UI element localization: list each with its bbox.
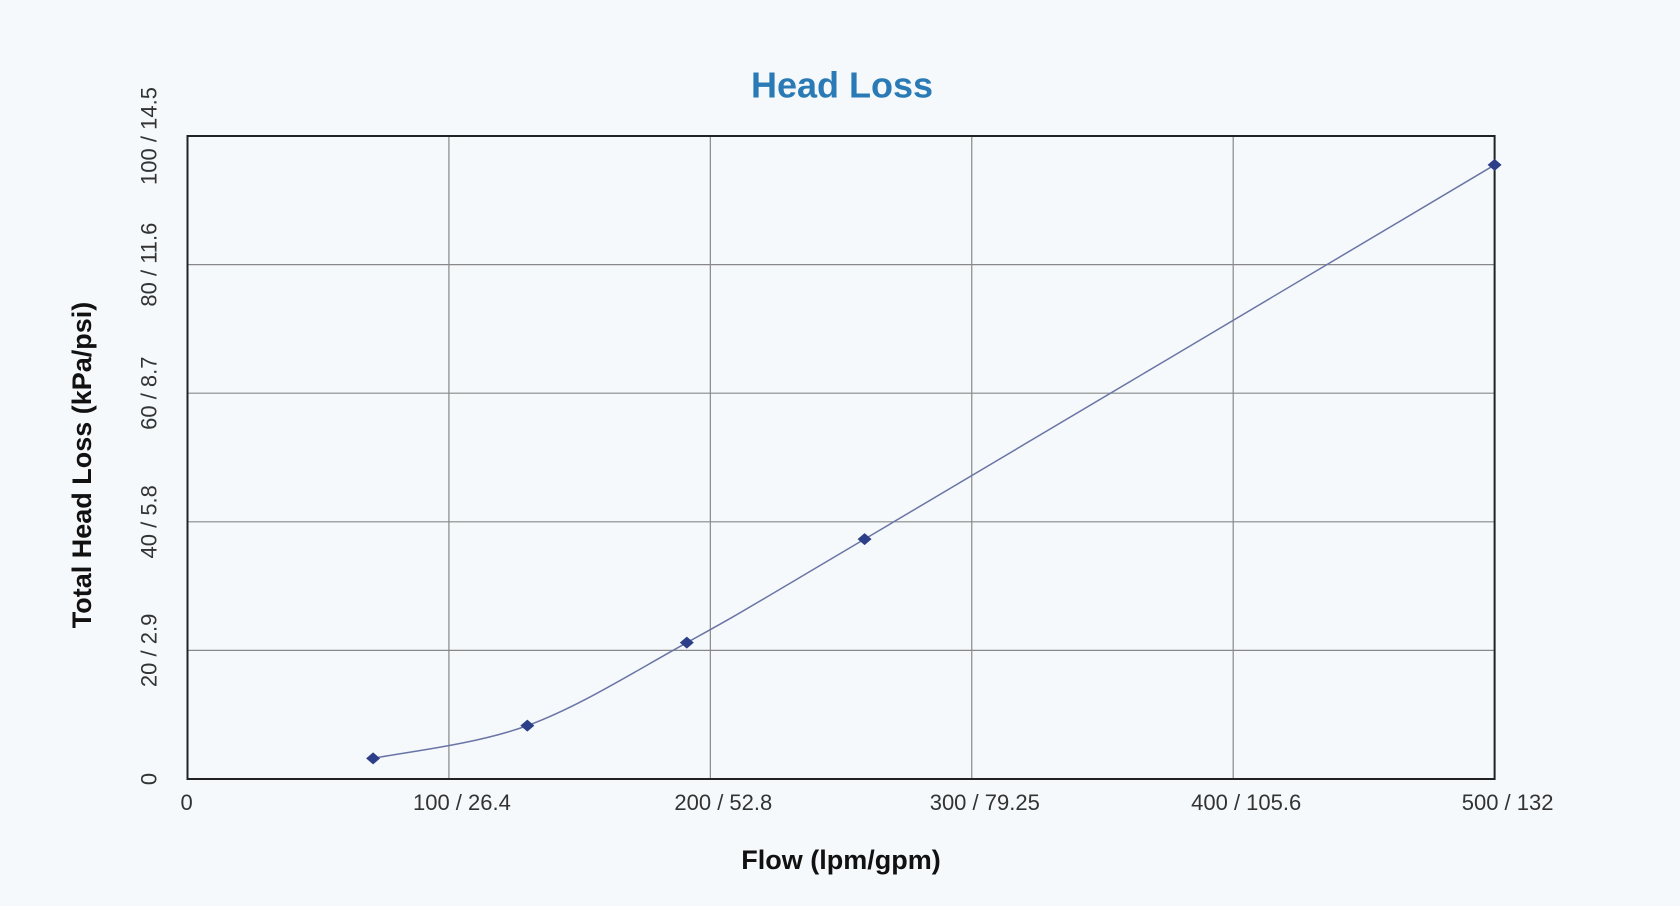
y-tick-label: 60 / 8.7 — [136, 357, 161, 430]
x-tick-label: 500 / 132 — [1462, 790, 1554, 815]
y-tick-label: 20 / 2.9 — [136, 614, 161, 687]
y-tick-label: 0 — [136, 773, 161, 785]
data-line — [372, 164, 1495, 760]
data-point — [679, 636, 694, 649]
x-tick-label: 200 / 52.8 — [674, 790, 772, 815]
chart-title: Head Loss — [751, 65, 933, 106]
y-tick-label: 40 / 5.8 — [136, 485, 161, 558]
data-point — [857, 533, 872, 546]
data-point — [520, 719, 535, 732]
x-tick-label: 100 / 26.4 — [413, 790, 511, 815]
data-point — [366, 752, 381, 765]
data-point — [1487, 158, 1502, 171]
x-axis-label: Flow (lpm/gpm) — [741, 845, 940, 875]
x-tick-label: 0 — [181, 790, 193, 815]
x-tick-label: 300 / 79.25 — [930, 790, 1040, 815]
y-tick-label: 80 / 11.6 — [136, 223, 161, 307]
y-tick-label: 100 / 14.5 — [136, 87, 161, 185]
x-tick-label: 400 / 105.6 — [1191, 790, 1301, 815]
y-axis-label: Total Head Loss (kPa/psi) — [67, 302, 97, 629]
plot-frame — [186, 135, 1496, 780]
